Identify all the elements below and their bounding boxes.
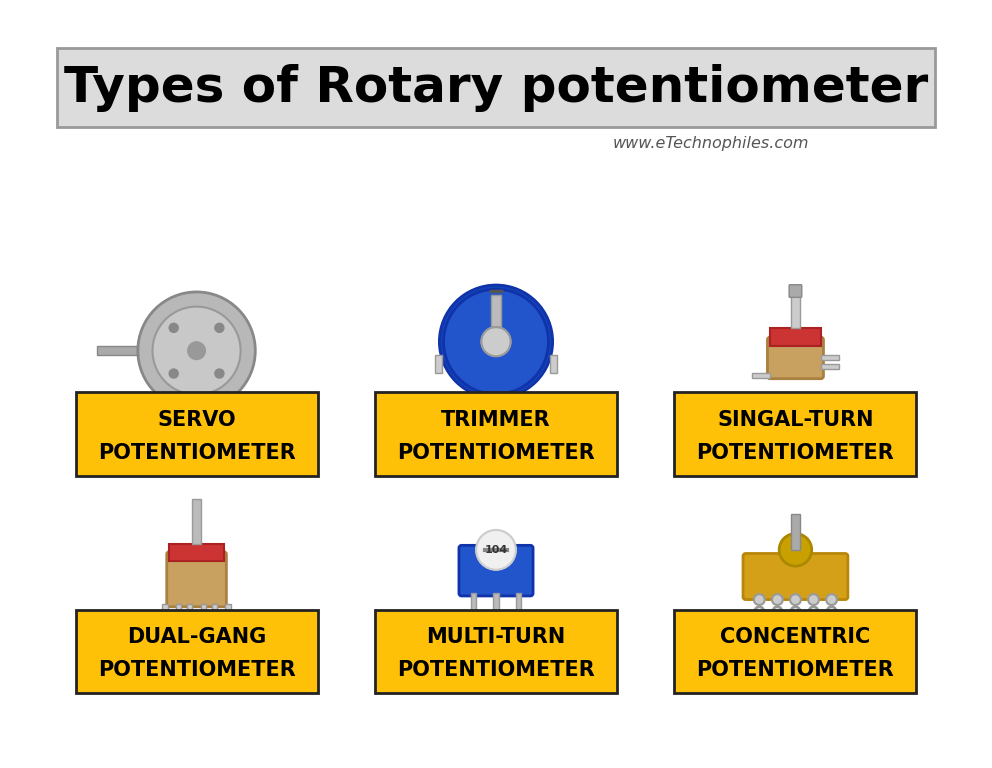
FancyBboxPatch shape: [186, 604, 192, 621]
FancyBboxPatch shape: [791, 287, 800, 328]
Text: DUAL-GANG: DUAL-GANG: [127, 627, 266, 647]
FancyBboxPatch shape: [550, 356, 558, 373]
FancyBboxPatch shape: [163, 604, 168, 621]
FancyBboxPatch shape: [201, 604, 206, 621]
Text: POTENTIOMETER: POTENTIOMETER: [696, 443, 895, 463]
FancyBboxPatch shape: [752, 373, 770, 378]
Circle shape: [826, 594, 837, 605]
Text: CONCENTRIC: CONCENTRIC: [720, 627, 871, 647]
Text: SERVO: SERVO: [158, 410, 236, 430]
Text: www.eTechnophiles.com: www.eTechnophiles.com: [612, 136, 809, 151]
FancyBboxPatch shape: [57, 48, 935, 127]
FancyBboxPatch shape: [170, 545, 223, 561]
Text: POTENTIOMETER: POTENTIOMETER: [696, 660, 895, 680]
FancyBboxPatch shape: [375, 610, 617, 693]
Circle shape: [443, 290, 549, 394]
Circle shape: [215, 323, 224, 333]
FancyBboxPatch shape: [434, 356, 442, 373]
Text: POTENTIOMETER: POTENTIOMETER: [397, 660, 595, 680]
FancyBboxPatch shape: [212, 604, 217, 621]
Circle shape: [808, 594, 819, 605]
Text: MULTI-TURN: MULTI-TURN: [427, 627, 565, 647]
Circle shape: [153, 306, 241, 395]
FancyBboxPatch shape: [75, 610, 317, 693]
FancyBboxPatch shape: [176, 604, 182, 621]
FancyBboxPatch shape: [470, 593, 476, 616]
FancyBboxPatch shape: [181, 409, 186, 420]
FancyBboxPatch shape: [820, 356, 839, 359]
FancyBboxPatch shape: [791, 514, 800, 550]
FancyBboxPatch shape: [225, 604, 231, 621]
FancyBboxPatch shape: [770, 328, 820, 346]
Circle shape: [772, 594, 783, 605]
Circle shape: [779, 534, 811, 566]
Text: POTENTIOMETER: POTENTIOMETER: [97, 443, 296, 463]
Circle shape: [790, 594, 801, 605]
Circle shape: [754, 594, 765, 605]
Circle shape: [138, 292, 255, 409]
Circle shape: [187, 342, 205, 359]
Text: 104: 104: [484, 545, 508, 554]
FancyBboxPatch shape: [459, 545, 533, 596]
Circle shape: [170, 369, 179, 378]
FancyBboxPatch shape: [789, 285, 802, 297]
Text: SINGAL-TURN: SINGAL-TURN: [717, 410, 874, 430]
FancyBboxPatch shape: [97, 346, 138, 356]
FancyBboxPatch shape: [516, 593, 522, 616]
FancyBboxPatch shape: [75, 392, 317, 475]
FancyBboxPatch shape: [207, 409, 213, 420]
FancyBboxPatch shape: [768, 337, 823, 379]
FancyBboxPatch shape: [193, 409, 199, 420]
Text: TRIMMER: TRIMMER: [441, 410, 551, 430]
FancyBboxPatch shape: [493, 593, 499, 616]
Text: Types of Rotary potentiometer: Types of Rotary potentiometer: [63, 64, 929, 111]
Circle shape: [439, 285, 553, 399]
Circle shape: [481, 327, 511, 356]
Circle shape: [215, 369, 224, 378]
FancyBboxPatch shape: [820, 364, 839, 369]
FancyBboxPatch shape: [375, 392, 617, 475]
Circle shape: [170, 323, 179, 333]
FancyBboxPatch shape: [675, 392, 917, 475]
FancyBboxPatch shape: [675, 610, 917, 693]
Text: POTENTIOMETER: POTENTIOMETER: [97, 660, 296, 680]
Text: POTENTIOMETER: POTENTIOMETER: [397, 443, 595, 463]
FancyBboxPatch shape: [192, 499, 201, 545]
FancyBboxPatch shape: [167, 551, 226, 607]
FancyBboxPatch shape: [743, 554, 848, 600]
FancyBboxPatch shape: [492, 404, 500, 422]
Circle shape: [476, 530, 516, 570]
FancyBboxPatch shape: [491, 296, 501, 327]
